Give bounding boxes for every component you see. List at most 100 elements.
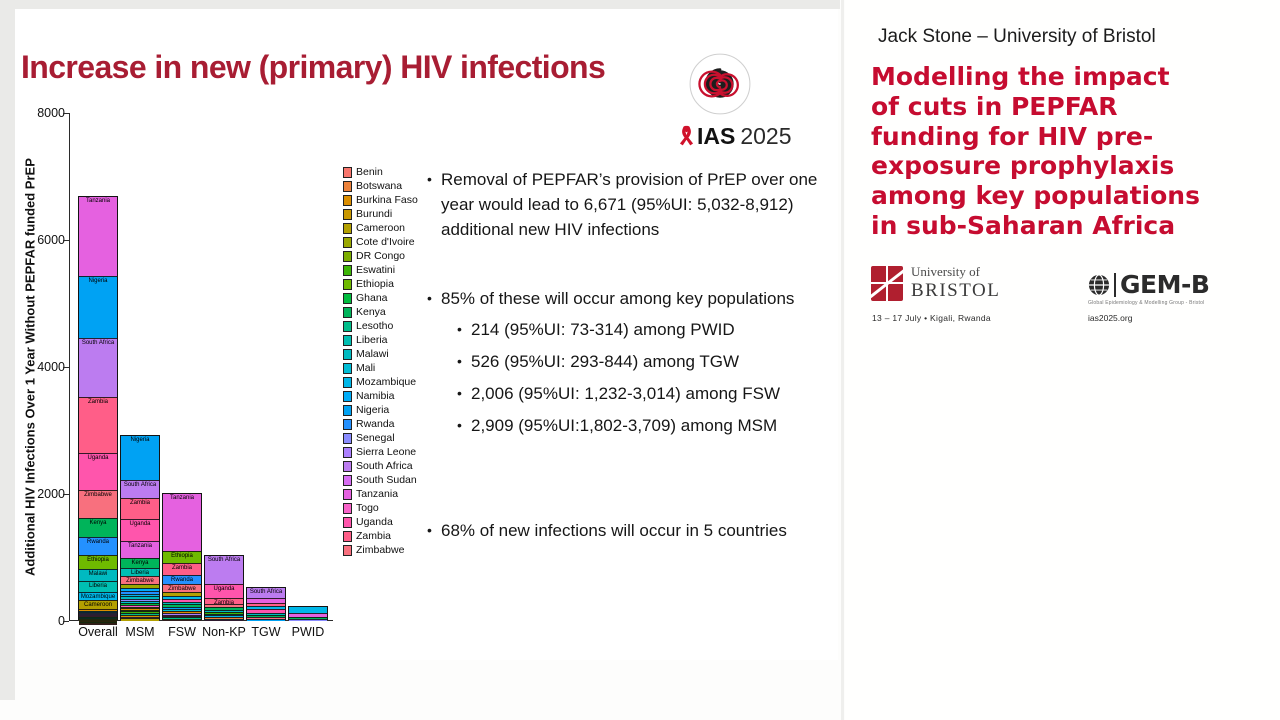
legend-item: Burkina Faso [343, 193, 443, 207]
bar-segment [205, 604, 243, 608]
legend-label: Eswatini [356, 264, 396, 276]
bar-segment-label: South Africa [81, 339, 115, 346]
bullet-point: • Removal of PEPFAR’s provision of PrEP o… [427, 167, 831, 242]
bar-segment-label: Nigeria [130, 437, 150, 444]
bar-segment [205, 613, 243, 616]
bar-segment [121, 615, 159, 617]
bar-segment [121, 601, 159, 604]
bar-segment [79, 622, 117, 624]
bullet-text: Removal of PEPFAR’s provision of PrEP ov… [441, 170, 818, 239]
y-tick-mark [63, 239, 69, 241]
gemb-subtitle: Global Epidemiology & Modelling Group - … [1088, 300, 1205, 306]
top-margin-strip [0, 0, 840, 9]
x-category-label: TGW [251, 625, 281, 639]
bar-segment-label: Mozambique [80, 593, 116, 600]
legend-item: Burundi [343, 207, 443, 221]
bar-segment [205, 607, 243, 610]
bar-segment-label: South Africa [123, 482, 157, 489]
bar-segment: South Africa [247, 587, 285, 599]
bar-segment [163, 601, 201, 605]
bullet-dot: • [427, 522, 432, 538]
bar-segment [289, 607, 327, 613]
bar-segment: Tanzania [163, 493, 201, 552]
bar-segment [163, 592, 201, 596]
bar-segment: Rwanda [79, 537, 117, 555]
legend-label: Ghana [356, 292, 388, 304]
bar-segment-label: Kenya [89, 520, 107, 527]
bar-fsw: Tanzania Ethiopia Zambia Rwanda Zimbabwe [162, 492, 202, 621]
x-category-label: FSW [168, 625, 196, 639]
bar-overall: Tanzania Nigeria South Africa Zambia Uganda Z… [78, 196, 118, 625]
bullet-list: • Removal of PEPFAR’s provision of PrEP o… [427, 167, 831, 543]
bar-segment [163, 619, 201, 621]
bar-segment: Kenya [79, 518, 117, 538]
legend-item: Sierra Leone [343, 445, 443, 459]
bullet-point: • 526 (95%UI: 293-844) among TGW [457, 349, 831, 374]
bar-segment [79, 613, 117, 615]
y-tick-label: 0 [58, 614, 65, 628]
bar-segment [163, 617, 201, 619]
bar-segment: Nigeria [121, 436, 159, 481]
bar-segment-label: Kenya [131, 560, 149, 567]
bar-segment [247, 602, 285, 607]
bar-segment [79, 617, 117, 619]
legend-swatch [343, 348, 352, 360]
bar-segment-label: Rwanda [86, 539, 109, 546]
bar-segment: Liberia [121, 568, 159, 577]
bar-segment [163, 611, 201, 613]
bar-segment [163, 614, 201, 617]
bar-segment-label: South Africa [207, 557, 241, 564]
bullet-dot: • [457, 353, 462, 369]
bullet-text: 526 (95%UI: 293-844) among TGW [471, 352, 740, 371]
bar-segment: South Africa [205, 556, 243, 584]
bar-segment [247, 619, 285, 621]
gemb-wordmark: GEM-B [1120, 270, 1210, 299]
bar-segment [163, 616, 201, 618]
bar-segment [121, 613, 159, 616]
bar-segment [247, 609, 285, 613]
bar-segment-label: Uganda [129, 521, 151, 528]
y-tick-mark [63, 493, 69, 495]
talk-title-line: in sub-Saharan Africa [871, 210, 1176, 240]
bar-segment [163, 618, 201, 620]
y-tick-label: 6000 [37, 233, 65, 247]
legend-item: DR Congo [343, 249, 443, 263]
legend-label: Kenya [356, 306, 386, 318]
legend-swatch [343, 180, 352, 192]
legend-label: Rwanda [356, 418, 395, 430]
bar-segment-label: Malawi [88, 570, 108, 577]
bar-segment [289, 617, 327, 620]
bar-segment-label: South Africa [249, 588, 283, 595]
bar-segment: Zimbabwe [163, 583, 201, 593]
bar-segment-label: Liberia [88, 583, 107, 590]
bar-segment [205, 618, 243, 620]
bar-segment: Malawi [79, 568, 117, 582]
legend-item: Botswana [343, 179, 443, 193]
y-tick-label: 8000 [37, 106, 65, 120]
legend-swatch [343, 474, 352, 486]
bar-segment [205, 619, 243, 621]
legend-item: Ghana [343, 291, 443, 305]
bullet-point: • 68% of new infections will occur in 5 c… [427, 518, 831, 543]
bar-segment [121, 583, 159, 588]
legend-item: Zimbabwe [343, 543, 443, 557]
bar-segment [121, 603, 159, 606]
x-category-label: PWID [291, 625, 325, 639]
bar-segment [121, 587, 159, 591]
legend-label: Mali [356, 362, 376, 374]
ias-2025-logo: IAS 2025 [679, 121, 829, 151]
legend-label: Sierra Leone [356, 446, 417, 458]
gemb-divider-bar [1114, 272, 1116, 297]
bar-segment-label: Rwanda [170, 577, 193, 584]
bar-segment [121, 590, 159, 594]
legend-item: Tanzania [343, 487, 443, 501]
bar-segment [163, 595, 201, 600]
x-category-label: MSM [125, 625, 155, 639]
panel-divider [841, 0, 844, 720]
bar-segment [121, 593, 159, 597]
bar-segment [79, 614, 117, 616]
bullet-dot: • [427, 290, 432, 306]
bar-segment [79, 611, 117, 613]
legend-swatch [343, 544, 352, 556]
legend-swatch [343, 250, 352, 262]
